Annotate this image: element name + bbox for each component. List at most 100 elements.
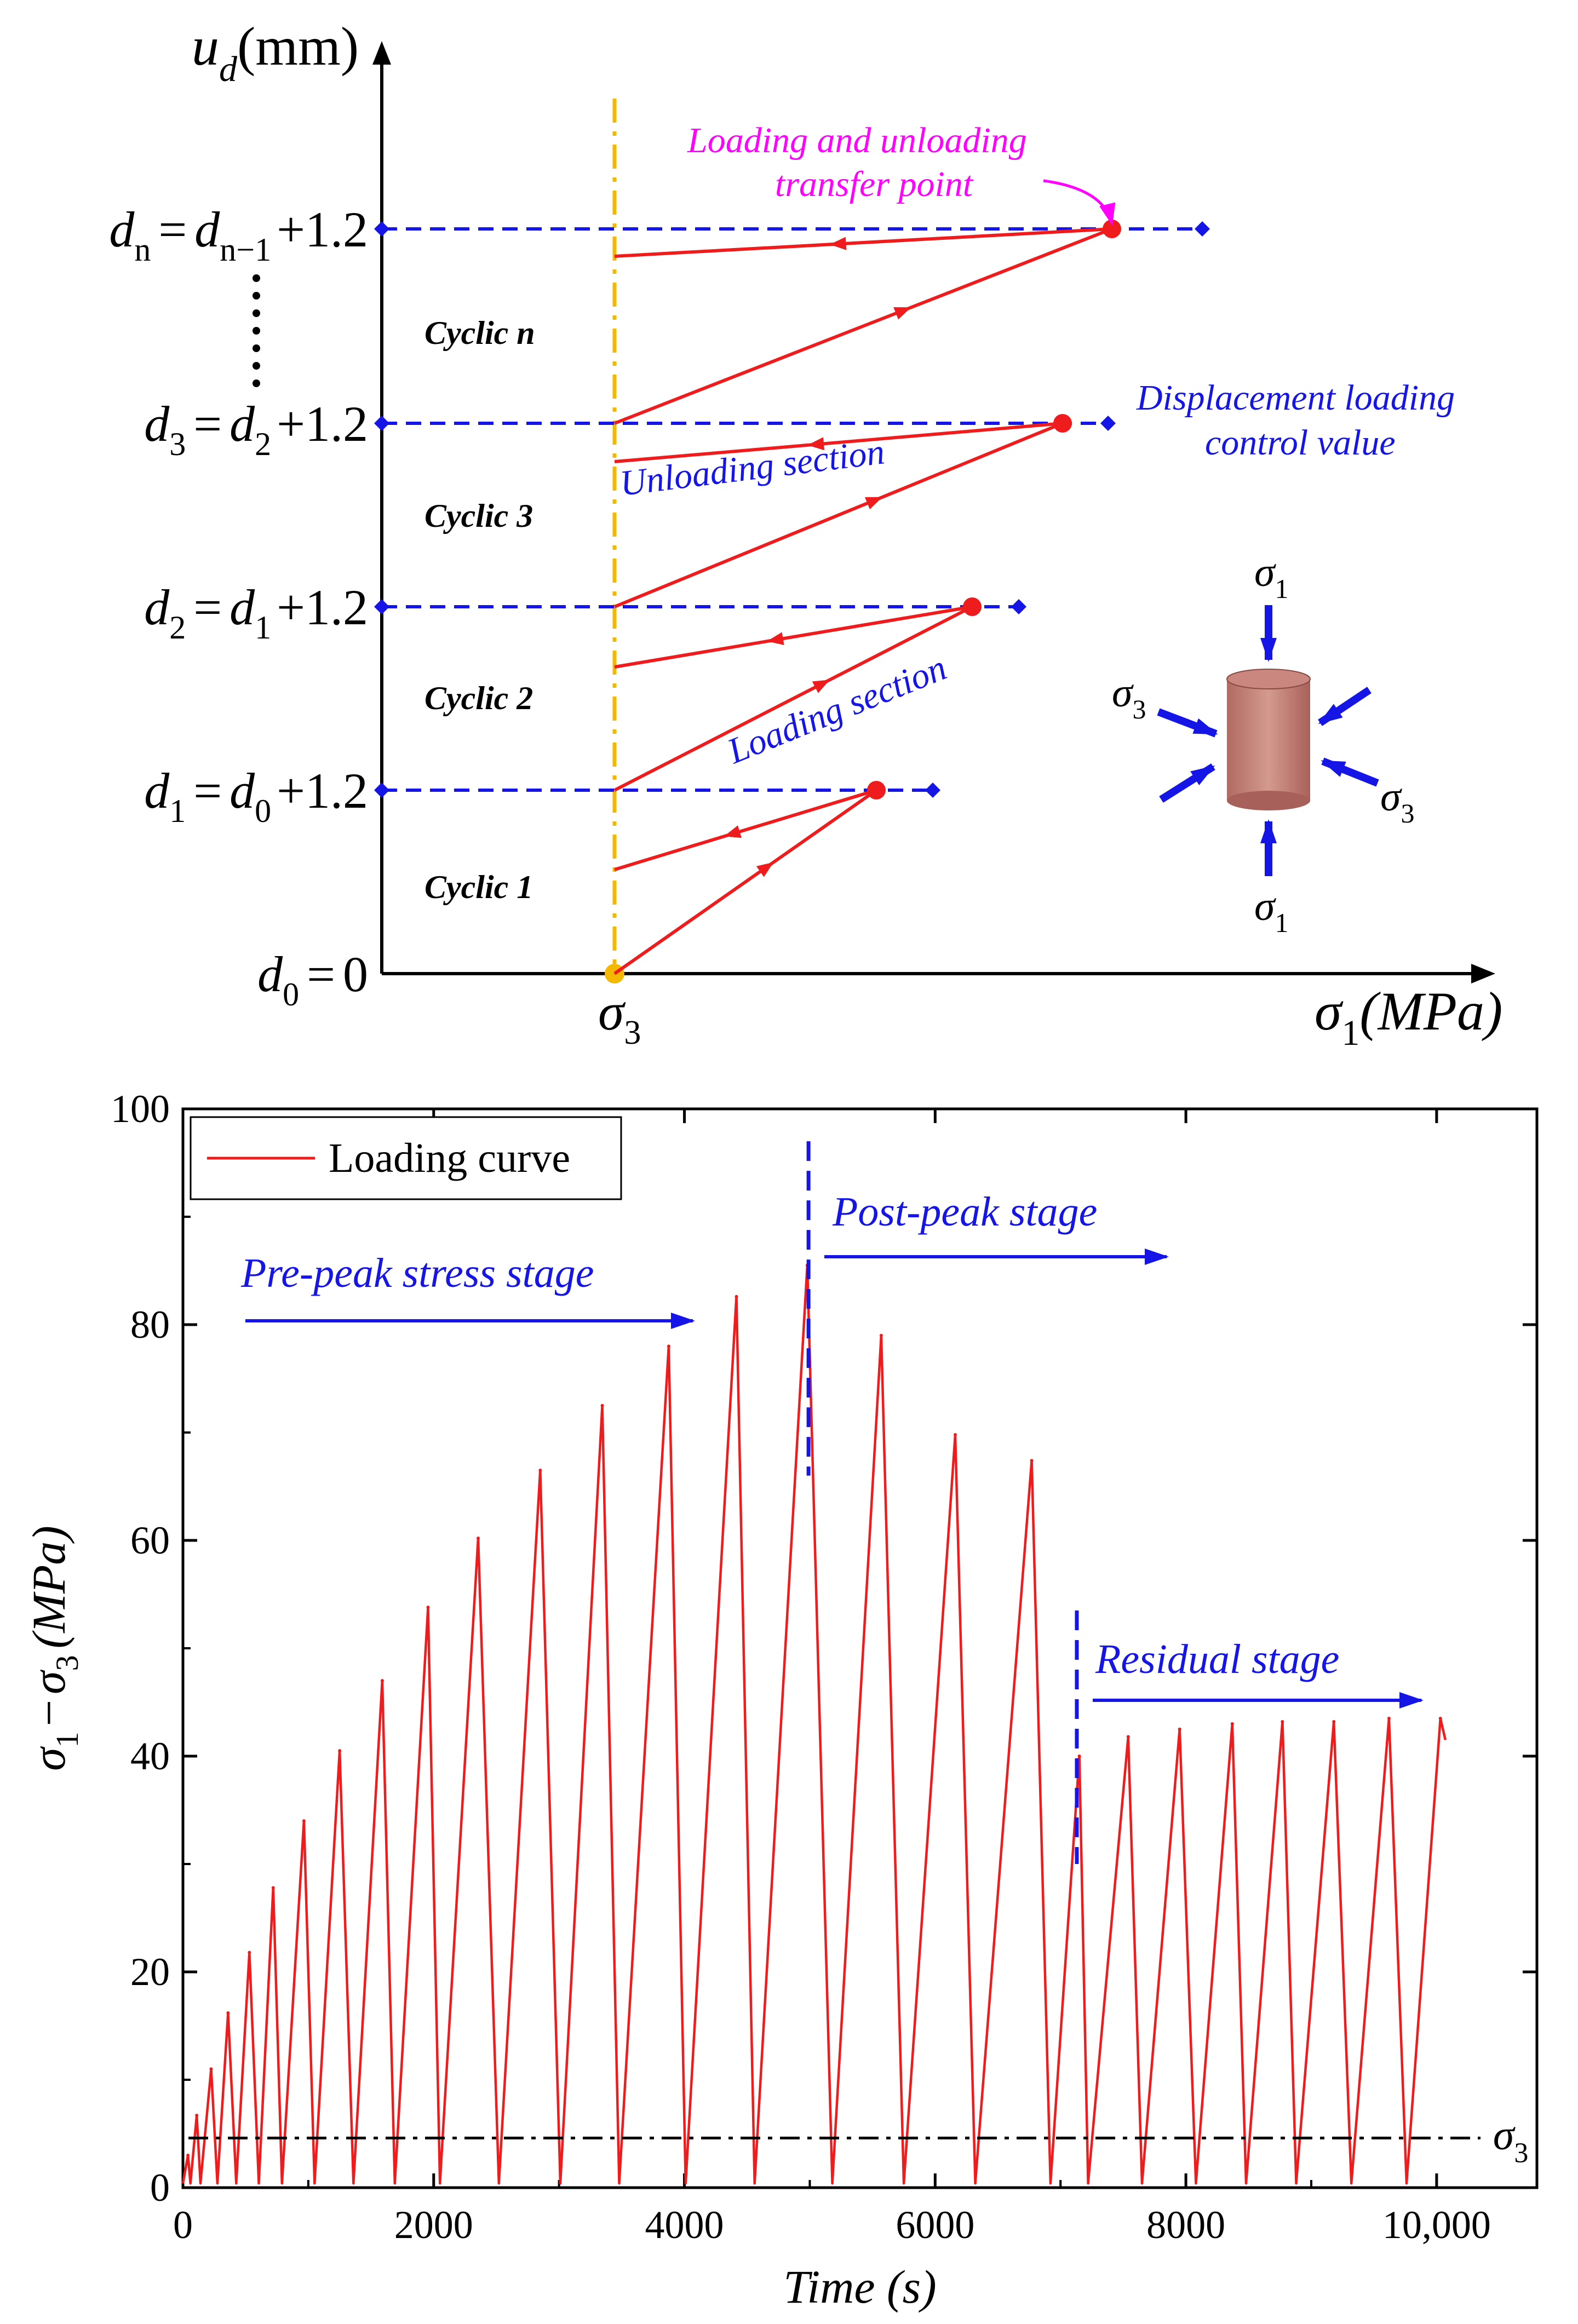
cycle-peak-point-2 [195, 2114, 199, 2118]
cycle-peak-point-10 [426, 1606, 430, 1609]
level-label-4: dn = dn−1 +1.2 [109, 202, 368, 268]
ellipsis-dots [253, 274, 260, 387]
control-level-diamond-1-1 [925, 783, 940, 798]
specimen-sigma1-bottom-label: σ1 [1254, 883, 1288, 938]
loading-section-label: Loading section [721, 648, 952, 772]
control-level-diamond-3-1 [1100, 416, 1116, 431]
control-level-diamond-3-0 [374, 416, 389, 431]
level-label-3: d3 = d2 +1.2 [144, 396, 368, 462]
post-peak-stage-label: Post-peak stage [832, 1189, 1097, 1235]
cycle-peak-point-17 [879, 1333, 883, 1337]
sigma3-left-top-arrow [1157, 708, 1218, 738]
level-label-0: d0 = 0 [257, 946, 368, 1013]
cycle-label-1: Cyclic 1 [424, 869, 533, 905]
loading-arrow-3 [864, 497, 883, 510]
specimen-sigma1-top-label: σ1 [1254, 549, 1288, 604]
cycle-label-n: Cyclic n [424, 315, 535, 351]
cycle-peak-point-3 [209, 2067, 213, 2071]
sigma3-left-bottom-arrow [1159, 763, 1215, 803]
top-x-axis-arrow [1471, 964, 1495, 983]
residual-stage-label: Residual stage [1095, 1636, 1339, 1682]
specimen-top [1226, 669, 1311, 689]
unloading-segment-4 [614, 227, 1112, 258]
y-tick-label-5: 100 [111, 1087, 170, 1131]
cycle-peak-point-8 [338, 1749, 342, 1753]
cycle-peak-point-4 [226, 2011, 230, 2015]
y-tick-label-4: 80 [130, 1303, 170, 1347]
unloading-arrow-1 [724, 825, 742, 838]
cycle-label-3: Cyclic 3 [424, 498, 533, 534]
cycle-peak-point-7 [302, 1819, 306, 1823]
cycle-peak-point-14 [667, 1344, 670, 1348]
unloading-segment-3 [614, 422, 1063, 463]
x-tick-label-2: 4000 [645, 2203, 724, 2247]
cycle-label-2: Cyclic 2 [424, 680, 533, 716]
specimen-sigma3-left-label: σ3 [1112, 670, 1146, 724]
legend: Loading curve [190, 1116, 622, 1200]
transfer-point-2 [963, 597, 982, 616]
transfer-point-3 [1053, 414, 1072, 433]
loading-arrow-1 [756, 862, 774, 877]
x-tick-label-4: 8000 [1146, 2203, 1225, 2247]
cycle-peak-point-1 [186, 2153, 190, 2157]
control-level-diamond-2-0 [374, 599, 389, 614]
specimen-body [1227, 679, 1310, 801]
cycle-peak-point-13 [600, 1403, 604, 1407]
loading-arrow-4 [893, 307, 911, 320]
control-level-diamond-1-0 [374, 783, 389, 798]
unloading-arrow-2 [767, 632, 784, 646]
y-axis-title: σ1−σ3(MPa) [22, 1526, 85, 1771]
loading-curve-chart: 0 2000 4000 6000 8000 10,000 0 20 40 60 80 100 σ3 P… [22, 1087, 1539, 2313]
sigma3-axis-label: σ3 [598, 982, 641, 1051]
cycle-peak-point-19 [1030, 1459, 1034, 1463]
legend-label: Loading curve [329, 1135, 570, 1181]
sigma3-right-top-arrow [1318, 687, 1372, 726]
cycle-peak-point-11 [477, 1537, 480, 1540]
cycle-peak-point-15 [735, 1295, 738, 1298]
transfer-point-label-2: transfer point [775, 164, 974, 204]
cycle-peak-point-21 [1126, 1735, 1130, 1739]
specimen-sigma3-right-label: σ3 [1380, 774, 1414, 829]
x-tick-label-3: 6000 [896, 2203, 974, 2247]
unloading-arrow-4 [829, 237, 847, 250]
pre-peak-stage-label: Pre-peak stress stage [240, 1250, 594, 1296]
loading-arrow-2 [812, 680, 830, 693]
sigma3-reference-label: σ3 [1493, 2110, 1528, 2168]
loading-segment-1 [613, 789, 877, 975]
cycle-peak-point-5 [248, 1951, 251, 1954]
control-level-diamond-4-0 [374, 221, 389, 237]
top-y-axis-label: ud(mm) [192, 16, 359, 89]
transfer-point-arrow [1043, 179, 1116, 226]
specimen-illustration: σ1 σ1 σ3 σ3 [1112, 549, 1414, 938]
cycle-peak-point-24 [1281, 1719, 1284, 1723]
loading-scheme-diagram: ud(mm) σ1(MPa) σ3 d0 = 0 d1 = d0 +1.2 d2 = d1 +1.2… [109, 16, 1502, 1053]
cycle-peak-point-26 [1387, 1717, 1391, 1721]
displacement-label-1: Displacement loading [1136, 378, 1455, 418]
cycle-peak-point-9 [380, 1679, 384, 1683]
transfer-point-1 [867, 781, 886, 799]
y-tick-label-0: 0 [150, 2166, 170, 2210]
x-axis-title: Time (s) [783, 2260, 937, 2313]
cycle-peak-point-27 [1438, 1717, 1442, 1721]
unloading-section-label: Unloading section [618, 432, 887, 504]
cycle-peak-point-22 [1178, 1727, 1181, 1731]
sigma3-right-bottom-arrow [1321, 757, 1379, 787]
loading-segment-2 [613, 605, 973, 792]
loading-curve-series [181, 1264, 1447, 2185]
top-y-axis-arrow [372, 41, 391, 65]
control-level-diamond-2-1 [1011, 599, 1026, 614]
transfer-point-label-1: Loading and unloading [687, 120, 1027, 160]
x-tick-label-5: 10,000 [1382, 2203, 1491, 2247]
cycle-peak-point-12 [538, 1468, 542, 1472]
cycle-peak-point-23 [1230, 1722, 1234, 1725]
top-x-axis-label: σ1(MPa) [1315, 981, 1502, 1053]
level-label-1: d1 = d0 +1.2 [144, 763, 368, 829]
level-label-2: d2 = d1 +1.2 [144, 579, 368, 646]
y-tick-label-2: 40 [130, 1734, 170, 1778]
cycle-peak-point-25 [1332, 1719, 1336, 1723]
cycle-peak-point-20 [1077, 1754, 1081, 1758]
loading-segment-4 [613, 227, 1113, 425]
displacement-label-2: control value [1205, 423, 1396, 463]
loading-segment-3 [613, 422, 1064, 608]
